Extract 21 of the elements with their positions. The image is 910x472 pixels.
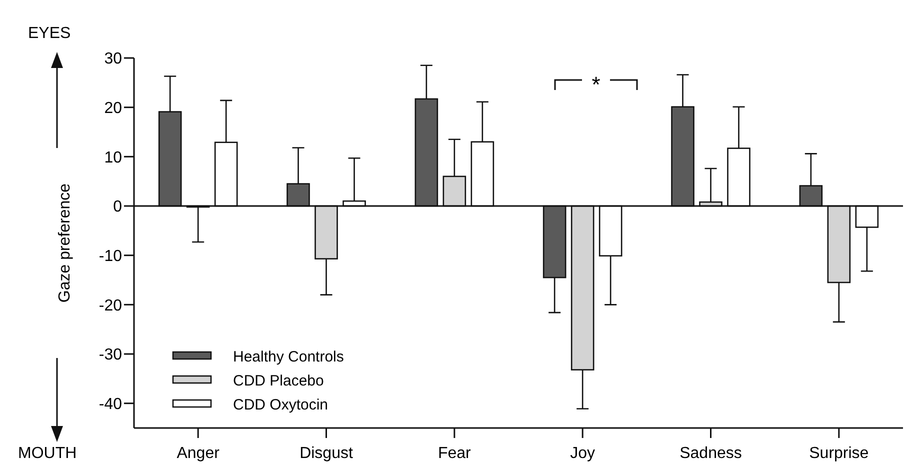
text: MOUTH xyxy=(18,445,77,462)
legend-label: CDD Oxytocin xyxy=(233,396,328,414)
legend-label: CDD Placebo xyxy=(233,372,324,390)
y-tick-label: -10 xyxy=(98,248,122,265)
y-tick-label: 30 xyxy=(104,50,122,68)
y-tick-label: -20 xyxy=(98,297,122,314)
y-tick-label: -30 xyxy=(98,346,122,364)
x-tick-label: Anger xyxy=(176,445,220,462)
x-tick-label: Sadness xyxy=(680,445,742,462)
x-tick-label: Surprise xyxy=(809,445,869,462)
y-tick-label: 0 xyxy=(113,198,122,216)
y-tick-label: -40 xyxy=(98,396,122,413)
annotation: * xyxy=(592,72,601,97)
x-tick-label: Disgust xyxy=(300,445,354,462)
text: EYES xyxy=(28,25,71,42)
x-tick-label: Joy xyxy=(570,445,596,462)
y-axis-title: Gaze preference xyxy=(56,183,74,303)
legend-label: Healthy Controls xyxy=(233,348,344,366)
y-tick-label: 10 xyxy=(104,149,122,166)
x-tick-label: Fear xyxy=(438,445,472,462)
y-tick-label: 20 xyxy=(104,100,122,117)
